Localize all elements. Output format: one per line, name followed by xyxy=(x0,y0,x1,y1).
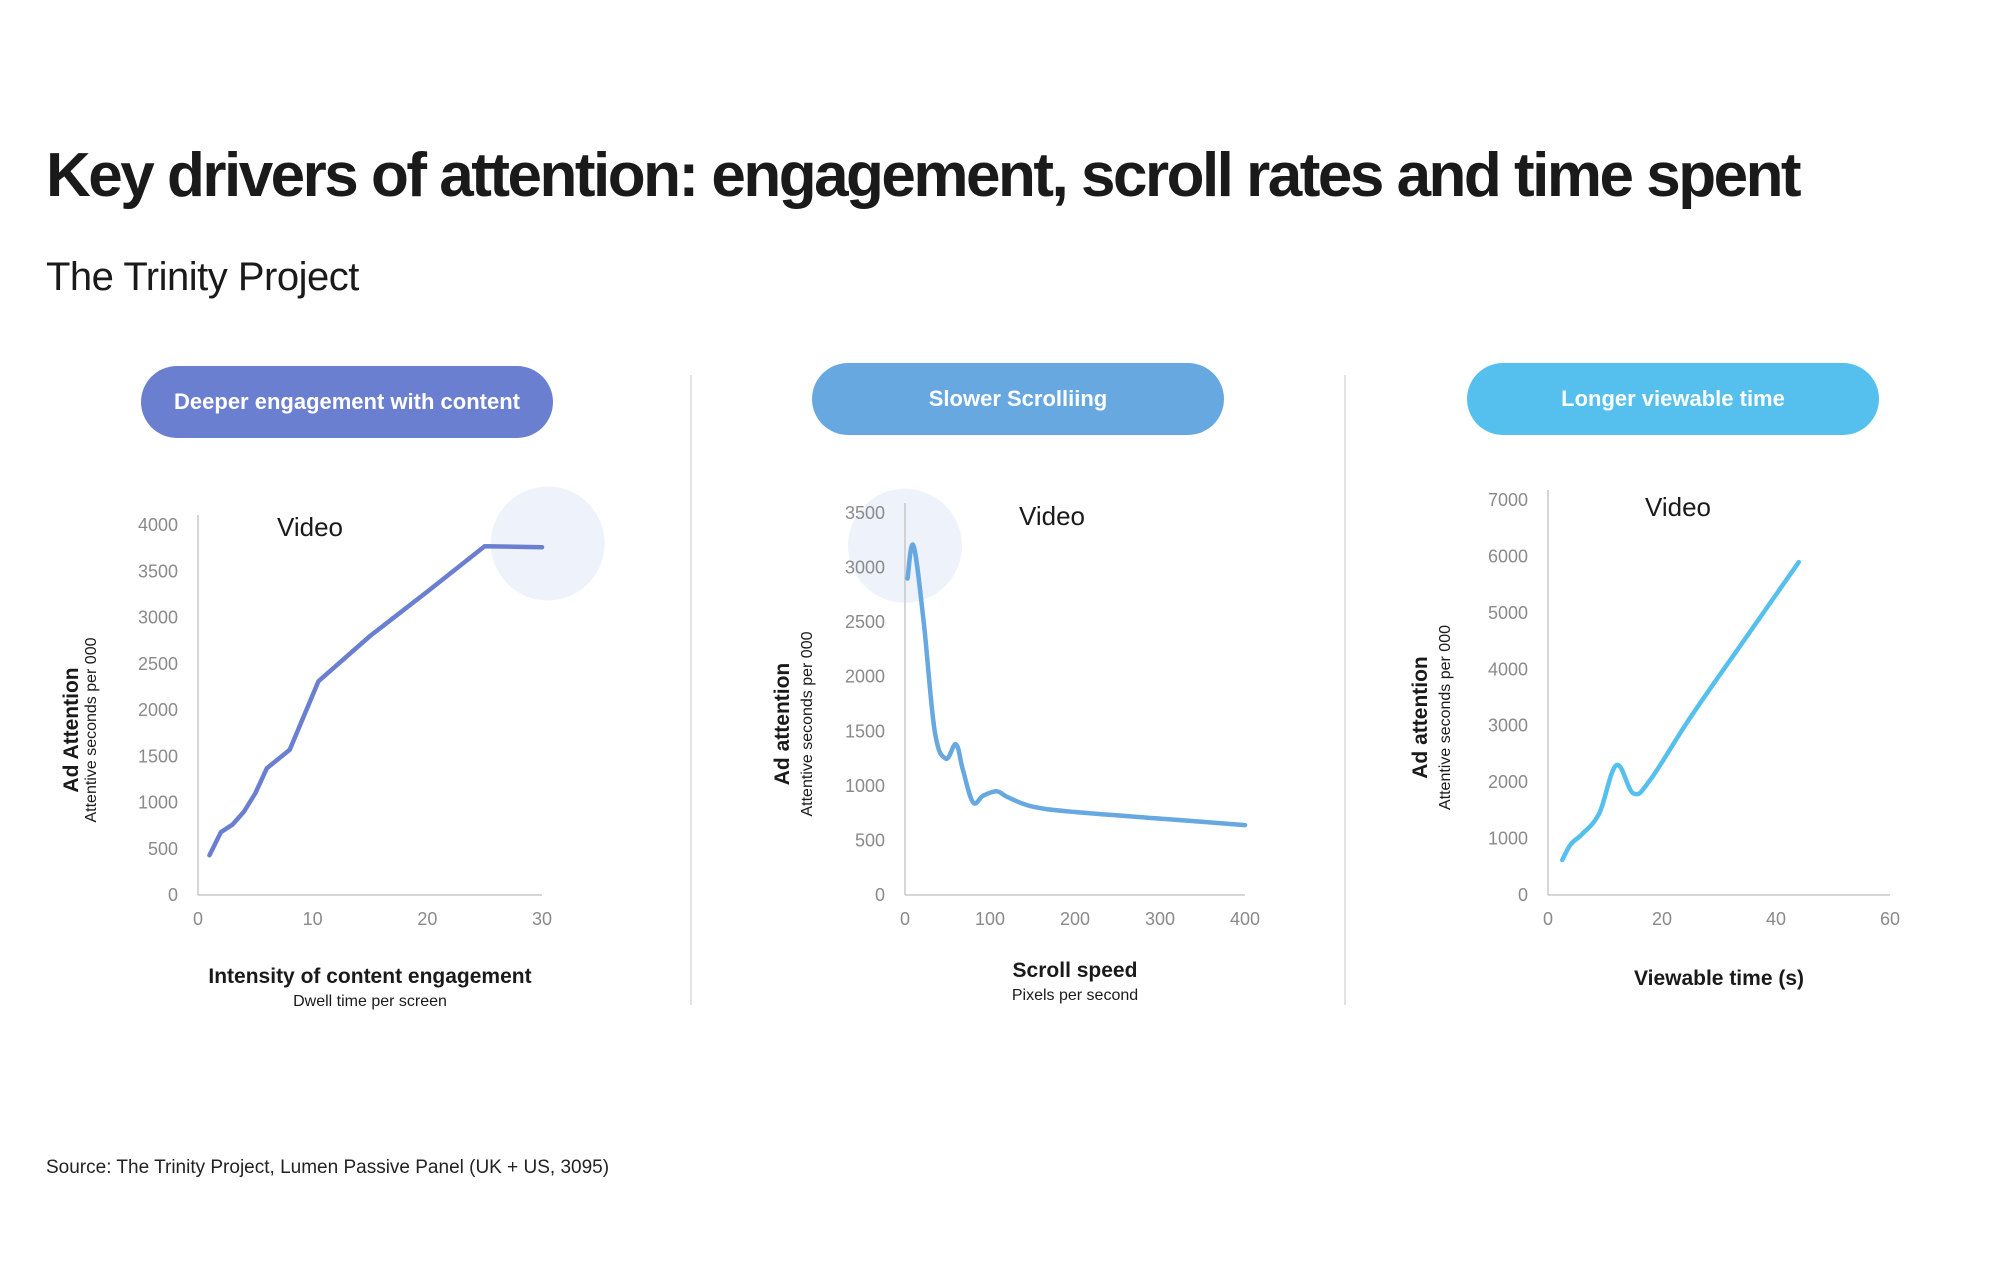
x-tick-label: 300 xyxy=(1145,909,1175,929)
y-axis-label: Ad attention xyxy=(1409,656,1432,778)
highlight-circle xyxy=(490,486,605,601)
y-tick-label: 1500 xyxy=(138,746,178,766)
y-tick-label: 2000 xyxy=(845,667,885,687)
x-axis-sublabel: Dwell time per screen xyxy=(293,993,447,1010)
series-line xyxy=(207,544,545,858)
y-tick-label: 3000 xyxy=(1488,716,1528,736)
y-tick-label: 6000 xyxy=(1488,546,1528,566)
y-tick-label: 0 xyxy=(1518,885,1528,905)
y-axis-sublabel: Attentive seconds per 000 xyxy=(799,631,816,816)
x-tick-label: 0 xyxy=(900,909,910,929)
y-tick-label: 3000 xyxy=(138,608,178,628)
x-tick-label: 0 xyxy=(1543,909,1553,929)
y-axis-label: Ad Attention xyxy=(60,667,83,792)
chart-title: Video xyxy=(1645,492,1711,522)
panel-divider-left xyxy=(690,375,692,1005)
y-tick-label: 5000 xyxy=(1488,603,1528,623)
y-tick-label: 2000 xyxy=(1488,772,1528,792)
x-tick-label: 60 xyxy=(1880,909,1900,929)
chart-viewable-time: 0 1000 2000 3000 4000 5000 6000 7000 0 20 40 60 Vide… xyxy=(1400,470,1960,1030)
pill-engagement[interactable]: Deeper engagement with content xyxy=(141,366,553,438)
chart-engagement-svg: 0 500 1000 1500 2000 2500 3000 3500 4000 0 10 20 30 V… xyxy=(60,486,605,1010)
x-tick-label: 20 xyxy=(417,909,437,929)
slide-title: Key drivers of attention: engagement, sc… xyxy=(46,141,1802,210)
chart-scroll-speed: 0 500 1000 1500 2000 2500 3000 3500 0 100 200 300 40… xyxy=(760,470,1280,1030)
x-tick-label: 400 xyxy=(1230,909,1260,929)
y-tick-label: 2500 xyxy=(845,612,885,632)
x-axis-sublabel: Pixels per second xyxy=(1012,987,1138,1004)
pill-viewable-time[interactable]: Longer viewable time xyxy=(1467,363,1879,435)
panel-divider-right xyxy=(1344,375,1346,1005)
y-tick-label: 2000 xyxy=(138,700,178,720)
y-axis-sublabel: Attentive seconds per 000 xyxy=(1437,625,1454,810)
y-tick-label: 2500 xyxy=(138,654,178,674)
chart-viewable-time-svg: 0 1000 2000 3000 4000 5000 6000 7000 0 20 40 60 Vide… xyxy=(1409,490,1900,990)
source-note: Source: The Trinity Project, Lumen Passi… xyxy=(46,1157,610,1178)
y-tick-label: 4000 xyxy=(1488,659,1528,679)
y-tick-label: 0 xyxy=(875,885,885,905)
y-tick-label: 1000 xyxy=(1488,829,1528,849)
x-axis-label: Viewable time (s) xyxy=(1634,967,1804,990)
series-line xyxy=(905,542,1248,828)
y-axis-label: Ad attention xyxy=(771,663,794,785)
y-tick-label: 0 xyxy=(168,885,178,905)
chart-engagement: 0 500 1000 1500 2000 2500 3000 3500 4000 0 10 20 30 V… xyxy=(40,470,640,1040)
x-tick-label: 100 xyxy=(975,909,1005,929)
chart-title: Video xyxy=(1019,501,1085,531)
x-axis-label: Intensity of content engagement xyxy=(208,965,531,988)
y-tick-label: 1000 xyxy=(845,776,885,796)
y-tick-label: 1000 xyxy=(138,793,178,813)
y-axis-sublabel: Attentive seconds per 000 xyxy=(83,637,100,822)
chart-title: Video xyxy=(277,512,343,542)
y-tick-label: 3500 xyxy=(845,503,885,523)
x-tick-label: 0 xyxy=(193,909,203,929)
chart-scroll-speed-svg: 0 500 1000 1500 2000 2500 3000 3500 0 100 200 300 40… xyxy=(771,488,1260,1004)
x-tick-label: 30 xyxy=(532,909,552,929)
x-tick-label: 200 xyxy=(1060,909,1090,929)
y-tick-label: 7000 xyxy=(1488,490,1528,510)
x-axis-label: Scroll speed xyxy=(1013,959,1138,982)
pill-scrolling[interactable]: Slower Scrolliing xyxy=(812,363,1224,435)
y-tick-label: 500 xyxy=(148,839,178,859)
x-tick-label: 20 xyxy=(1652,909,1672,929)
y-tick-label: 500 xyxy=(855,830,885,850)
x-tick-label: 10 xyxy=(303,909,323,929)
y-tick-label: 3500 xyxy=(138,561,178,581)
slide-subtitle: The Trinity Project xyxy=(46,255,359,299)
x-tick-label: 40 xyxy=(1766,909,1786,929)
series-line xyxy=(1560,559,1802,863)
y-tick-label: 4000 xyxy=(138,515,178,535)
y-tick-label: 3000 xyxy=(845,558,885,578)
y-tick-label: 1500 xyxy=(845,721,885,741)
